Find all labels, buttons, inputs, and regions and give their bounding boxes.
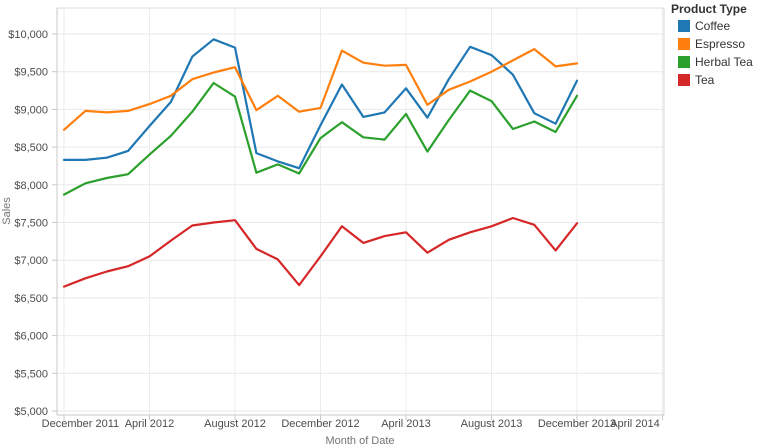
y-tick-label: $9,000 [14,104,48,116]
legend: Product Type Coffee Espresso Herbal Tea Tea [671,2,766,92]
legend-swatch-icon [678,20,690,32]
x-tick-labels: December 2011 April 2012 August 2012 Decemb… [42,418,660,430]
y-tick-label: $9,500 [14,67,48,79]
y-tick-label: $6,500 [14,293,48,305]
series-line-coffee[interactable] [62,38,579,170]
legend-item-label: Espresso [695,37,746,51]
legend-swatch-icon [678,56,690,68]
series-line-herbal-tea[interactable] [62,81,579,196]
legend-item-espresso[interactable]: Espresso [678,38,766,50]
y-tick-label: $6,000 [14,331,48,343]
x-tick-label: August 2013 [461,418,523,430]
x-tick-label: December 2011 [42,418,119,430]
y-tick-label: $5,000 [14,406,48,418]
y-tick-label: $8,500 [14,142,48,154]
gridlines [57,8,664,415]
y-tick-label: $7,000 [14,255,48,267]
legend-item-label: Tea [695,73,715,87]
legend-item-label: Coffee [695,19,731,33]
legend-title: Product Type [671,2,747,16]
legend-item-coffee[interactable]: Coffee [678,20,766,32]
x-tick-label: April 2014 [610,418,660,430]
legend-item-herbal-tea[interactable]: Herbal Tea [678,56,766,68]
x-tick-label: April 2013 [381,418,431,430]
x-tick-label: December 2013 [538,418,616,430]
legend-items: Coffee Espresso Herbal Tea Tea [671,20,766,86]
series-line-tea[interactable] [62,216,579,288]
x-tick-label: August 2012 [204,418,266,430]
legend-swatch-icon [678,74,690,86]
legend-item-label: Herbal Tea [695,55,753,69]
legend-swatch-icon [678,38,690,50]
x-tick-label: December 2012 [281,418,359,430]
series-lines [62,38,579,288]
x-axis-title: Month of Date [325,435,394,447]
y-tick-label: $7,500 [14,218,48,230]
plot-borders [56,7,665,416]
y-axis-title: Sales [1,197,13,225]
axis-ticks [52,33,663,420]
x-tick-label: April 2012 [125,418,175,430]
y-tick-label: $8,000 [14,180,48,192]
series-line-espresso[interactable] [62,47,579,131]
y-tick-label: $10,000 [8,29,48,41]
legend-item-tea[interactable]: Tea [678,74,766,86]
y-tick-label: $5,500 [14,368,48,380]
y-tick-labels: $5,000 $5,500 $6,000 $6,500 $7,000 $7,500 $8,0… [8,29,48,418]
